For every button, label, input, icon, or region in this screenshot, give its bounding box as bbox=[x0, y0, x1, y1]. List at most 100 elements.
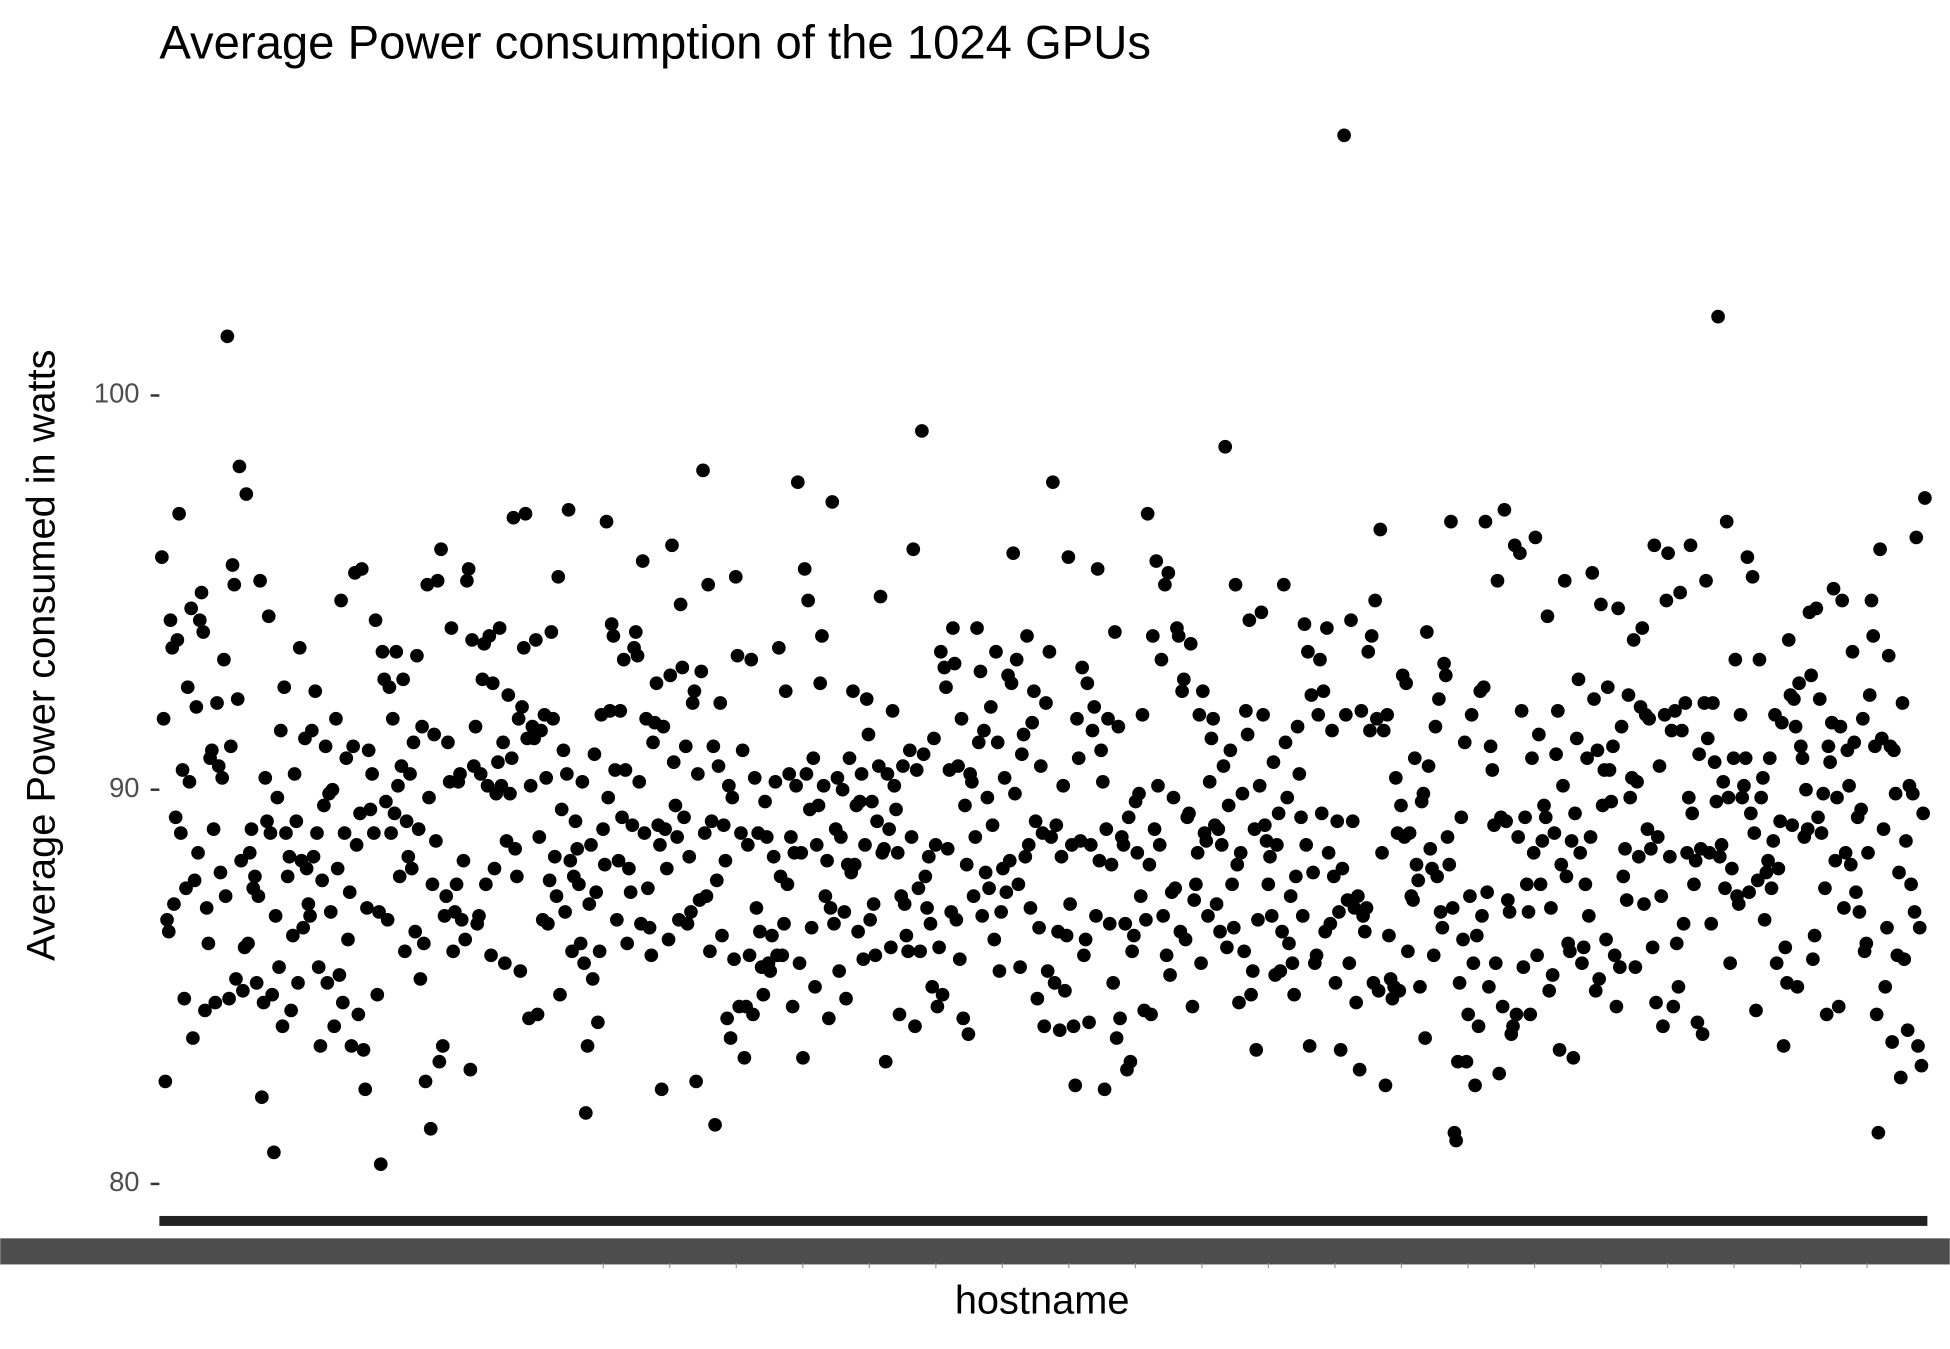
point bbox=[975, 909, 990, 923]
point bbox=[1699, 573, 1713, 588]
point bbox=[737, 1050, 752, 1065]
x-axis-band bbox=[0, 1238, 1950, 1265]
point bbox=[1232, 995, 1246, 1010]
point bbox=[935, 987, 950, 1002]
point bbox=[1040, 964, 1055, 978]
point bbox=[1831, 999, 1846, 1014]
point bbox=[1881, 648, 1896, 663]
point bbox=[1314, 806, 1329, 821]
point bbox=[315, 873, 329, 888]
point bbox=[1437, 656, 1451, 671]
point bbox=[601, 790, 616, 805]
point bbox=[1363, 723, 1377, 738]
point bbox=[921, 849, 936, 864]
point bbox=[918, 869, 933, 884]
point bbox=[1678, 696, 1693, 710]
point bbox=[375, 644, 390, 659]
point bbox=[575, 774, 590, 789]
point bbox=[210, 696, 224, 710]
point bbox=[680, 916, 695, 931]
point bbox=[937, 660, 952, 675]
point bbox=[592, 944, 607, 959]
point bbox=[1158, 577, 1172, 592]
point bbox=[479, 877, 493, 892]
point bbox=[199, 901, 214, 915]
point bbox=[1611, 601, 1625, 616]
point bbox=[911, 881, 926, 896]
point bbox=[572, 877, 586, 892]
point bbox=[1657, 707, 1672, 722]
point bbox=[1811, 810, 1825, 825]
point bbox=[1864, 593, 1879, 608]
point bbox=[1737, 778, 1751, 793]
point bbox=[263, 826, 278, 840]
point bbox=[308, 684, 323, 698]
point bbox=[1154, 652, 1169, 667]
point bbox=[1033, 759, 1048, 773]
point bbox=[1332, 905, 1346, 919]
point bbox=[830, 771, 845, 785]
point bbox=[906, 542, 921, 557]
point bbox=[370, 987, 385, 1002]
point bbox=[1618, 842, 1632, 856]
point bbox=[456, 853, 471, 868]
point bbox=[1830, 790, 1844, 805]
point bbox=[1525, 751, 1539, 766]
point bbox=[1116, 838, 1131, 852]
point bbox=[413, 972, 428, 986]
point bbox=[186, 1031, 200, 1045]
point bbox=[303, 909, 317, 923]
point bbox=[299, 861, 314, 876]
point bbox=[1790, 979, 1805, 994]
point bbox=[342, 885, 357, 900]
point bbox=[1347, 901, 1362, 915]
point bbox=[1509, 1007, 1524, 1022]
point bbox=[1466, 956, 1481, 971]
point bbox=[372, 905, 386, 919]
point bbox=[1025, 715, 1040, 730]
point bbox=[1337, 128, 1351, 143]
point bbox=[1211, 822, 1226, 836]
point bbox=[685, 696, 700, 710]
point bbox=[759, 830, 774, 844]
point bbox=[415, 719, 429, 734]
point bbox=[697, 826, 712, 840]
point bbox=[1004, 676, 1019, 691]
point bbox=[1818, 881, 1832, 896]
point bbox=[1706, 696, 1720, 710]
point bbox=[398, 944, 412, 959]
point bbox=[704, 814, 719, 829]
point bbox=[351, 1007, 366, 1022]
point bbox=[1799, 782, 1813, 797]
point bbox=[890, 845, 905, 860]
point bbox=[952, 952, 967, 967]
point bbox=[1532, 727, 1546, 742]
point bbox=[1199, 834, 1214, 848]
point bbox=[1021, 838, 1036, 852]
point bbox=[677, 810, 691, 825]
point bbox=[801, 593, 815, 608]
point bbox=[504, 751, 519, 766]
point bbox=[267, 1145, 281, 1160]
point bbox=[1118, 916, 1133, 931]
point bbox=[1027, 684, 1041, 698]
point bbox=[1742, 885, 1756, 900]
point bbox=[320, 976, 335, 990]
point bbox=[284, 1003, 298, 1018]
point bbox=[1023, 901, 1038, 915]
point bbox=[480, 778, 495, 793]
point bbox=[1142, 857, 1157, 872]
point bbox=[287, 767, 302, 781]
point bbox=[272, 960, 286, 974]
point bbox=[1800, 822, 1815, 836]
point bbox=[1550, 704, 1565, 718]
point bbox=[713, 696, 728, 710]
point bbox=[1837, 901, 1851, 915]
point bbox=[1666, 999, 1681, 1014]
point bbox=[1538, 810, 1553, 825]
point bbox=[201, 936, 216, 951]
point bbox=[253, 573, 267, 588]
point bbox=[1821, 739, 1836, 754]
point bbox=[1282, 936, 1296, 951]
